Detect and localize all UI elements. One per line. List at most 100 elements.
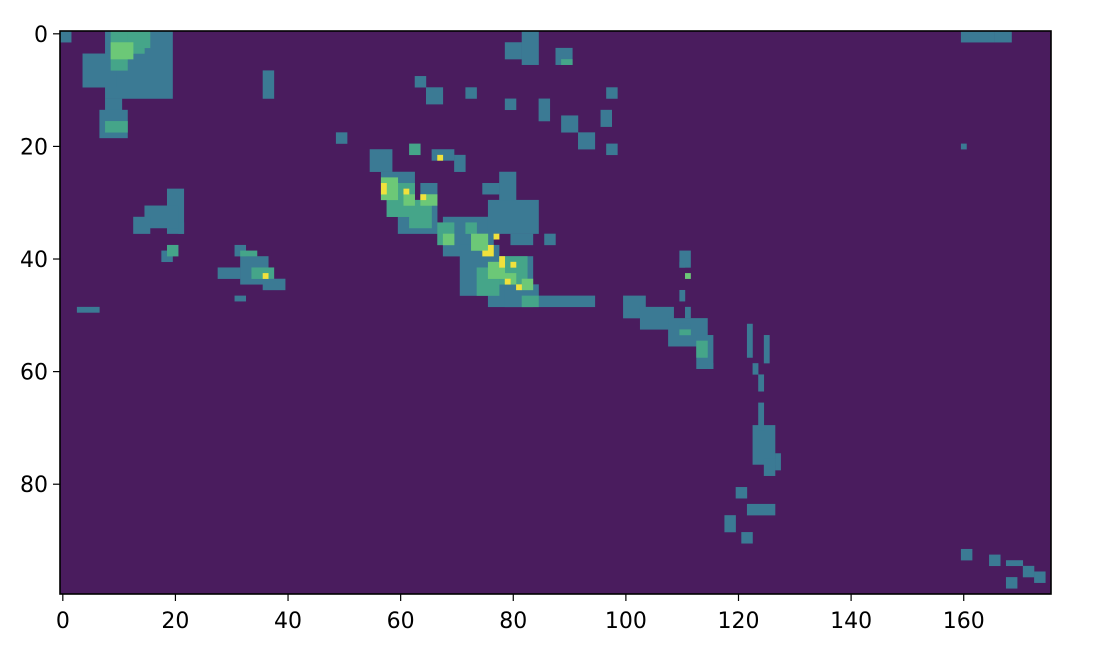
- heatmap-cell: [1034, 571, 1046, 583]
- plot-area: [60, 31, 1051, 594]
- heatmap-cell: [775, 453, 781, 471]
- heatmap-cell: [510, 261, 517, 268]
- heatmap-cell: [240, 250, 258, 257]
- heatmap-cell: [1005, 577, 1018, 589]
- heatmap-cell: [510, 233, 534, 246]
- heatmap-cell: [178, 222, 185, 234]
- heatmap-cell: [606, 87, 618, 99]
- heatmap-cell: [504, 98, 517, 111]
- heatmap-cell: [763, 458, 776, 476]
- heatmap-cell: [60, 31, 72, 43]
- heatmap-cell: [403, 194, 415, 206]
- heatmap-cell: [76, 306, 100, 313]
- heatmap-cell: [144, 205, 179, 229]
- heatmap-cell: [499, 171, 517, 201]
- heatmap-cell: [707, 363, 714, 369]
- heatmap-cell: [679, 261, 686, 268]
- axes-frame: [59, 30, 1052, 595]
- heatmap-cell: [442, 233, 455, 246]
- y-tick-label: 40: [20, 248, 48, 273]
- heatmap-cell: [746, 503, 776, 516]
- x-tick-label: 0: [56, 609, 70, 634]
- heatmap-cell: [465, 87, 477, 99]
- heatmap-cell: [544, 233, 556, 246]
- heatmap-cell: [758, 402, 765, 431]
- y-tick-label: 60: [20, 361, 48, 386]
- x-tick-label: 160: [943, 609, 985, 634]
- heatmap-cell: [561, 115, 579, 133]
- heatmap-cell: [335, 132, 348, 144]
- heatmap-cell: [420, 194, 438, 206]
- heatmap-cell: [133, 216, 151, 234]
- x-tick-label: 20: [161, 609, 189, 634]
- heatmap-cell: [369, 149, 393, 172]
- heatmap-cell: [521, 278, 534, 291]
- x-tick-label: 140: [830, 609, 872, 634]
- heatmap-cell: [960, 143, 967, 150]
- heatmap-cell: [960, 31, 995, 43]
- heatmap-cell: [166, 244, 179, 257]
- heatmap-background: [60, 31, 1051, 594]
- heatmap-cell: [504, 42, 522, 60]
- heatmap-cell: [471, 233, 489, 251]
- heatmap-cell: [499, 256, 506, 268]
- heatmap-cell: [454, 154, 466, 172]
- y-tick-label: 20: [20, 135, 48, 160]
- heatmap-cell: [234, 295, 247, 302]
- heatmap-cell: [685, 273, 691, 279]
- heatmap-cell: [1005, 560, 1024, 567]
- heatmap-cell: [606, 143, 618, 156]
- heatmap-cell: [403, 188, 410, 195]
- heatmap-cell: [989, 554, 1001, 567]
- heatmap-cell: [752, 363, 759, 375]
- heatmap-cell: [493, 233, 500, 240]
- x-tick-label: 100: [605, 609, 647, 634]
- heatmap-cell: [516, 284, 522, 291]
- heatmap-cell: [105, 121, 128, 133]
- heatmap-cell: [262, 273, 269, 279]
- heatmap-cell: [763, 335, 770, 364]
- heatmap-cell: [538, 295, 596, 308]
- y-tick-label: 80: [20, 473, 48, 498]
- x-tick-label: 60: [387, 609, 415, 634]
- x-tick-label: 120: [717, 609, 759, 634]
- heatmap-cell: [639, 306, 674, 330]
- heatmap-cell: [425, 87, 444, 105]
- heatmap-cell: [110, 42, 134, 60]
- heatmap-cell: [504, 278, 511, 285]
- heatmap-cell: [1022, 565, 1035, 578]
- x-tick-label: 80: [499, 609, 527, 634]
- heatmap-cell: [487, 244, 494, 257]
- heatmap-cell: [994, 31, 1012, 43]
- heatmap-cell: [437, 154, 444, 161]
- heatmap-cell: [735, 487, 748, 499]
- heatmap-cell: [217, 267, 241, 279]
- heatmap-cell: [521, 295, 539, 308]
- heatmap-cell: [465, 222, 477, 234]
- heatmap-cell: [561, 59, 573, 65]
- heatmap-cell: [420, 194, 427, 201]
- heatmap-cell: [414, 76, 427, 88]
- heatmap-cell: [380, 183, 387, 195]
- heatmap-cell: [578, 132, 596, 150]
- heatmap-cell: [679, 323, 691, 330]
- heatmap-cell: [679, 250, 691, 268]
- heatmap-cell: [521, 31, 539, 65]
- heatmap-cell: [679, 329, 691, 336]
- heatmap-cell: [487, 199, 539, 234]
- heatmap-cell: [482, 183, 500, 195]
- heatmap-cell: [758, 374, 765, 392]
- heatmap-cell: [538, 98, 551, 122]
- heatmap-cell: [685, 306, 691, 319]
- x-tick-label: 40: [274, 609, 302, 634]
- heatmap-cell: [600, 109, 613, 127]
- heatmap-cell: [724, 515, 736, 533]
- heatmap-cell: [679, 289, 686, 302]
- heatmap-cell: [752, 425, 776, 465]
- heatmap-cell: [262, 70, 275, 99]
- heatmap-cell: [262, 278, 286, 291]
- x-axis: 0 20 40 60 80 100 120 140 160: [56, 594, 985, 634]
- heatmap-cell: [482, 250, 489, 257]
- heatmap-cell: [409, 199, 432, 229]
